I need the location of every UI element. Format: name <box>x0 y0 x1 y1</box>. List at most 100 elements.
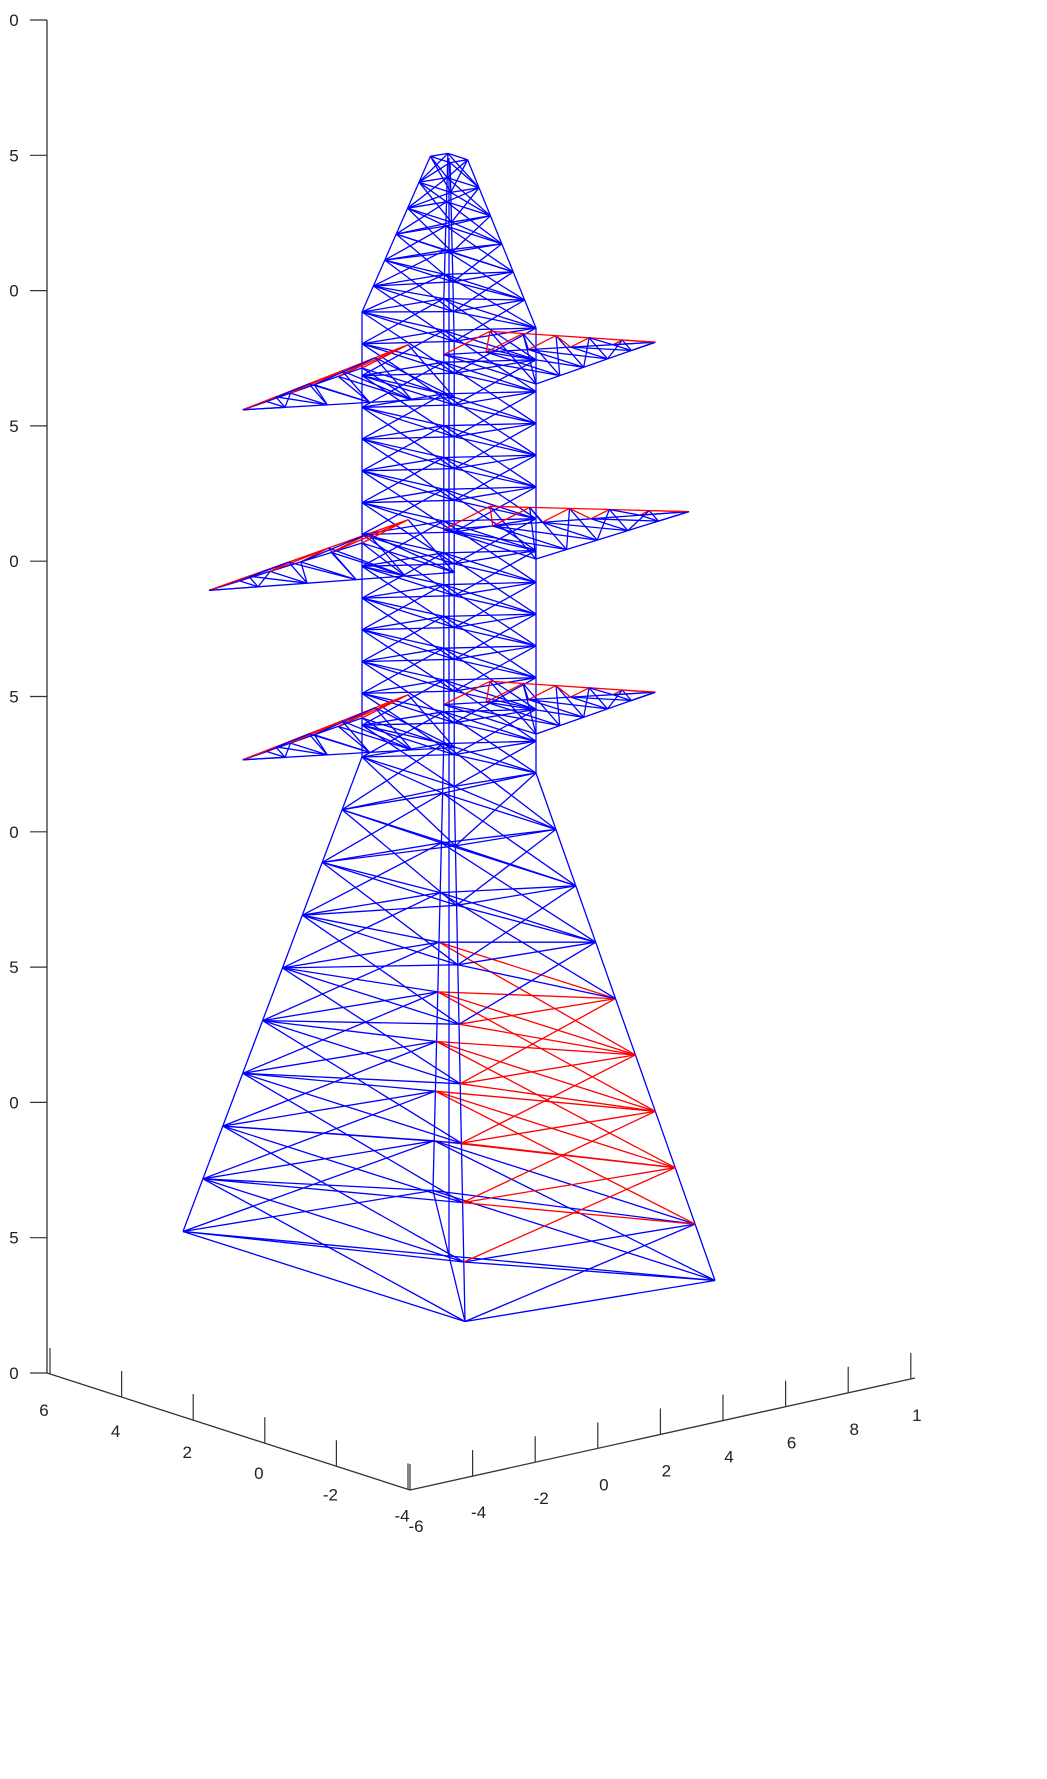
z-tick-label: 5 <box>9 146 18 165</box>
member <box>276 747 328 755</box>
member <box>450 163 451 193</box>
member <box>447 178 490 216</box>
member <box>556 336 560 376</box>
member <box>556 829 576 885</box>
page: 050505050506420-2-4-6-4-2024681 (() => {… <box>0 0 1047 1779</box>
member <box>396 234 445 250</box>
member <box>454 596 536 614</box>
member <box>447 153 448 177</box>
member <box>556 686 560 726</box>
y-tick-label: 4 <box>111 1422 120 1441</box>
member <box>454 786 556 829</box>
member <box>567 540 598 549</box>
member <box>452 222 453 252</box>
member <box>283 968 438 992</box>
member <box>437 1042 676 1168</box>
y-tick-label: -4 <box>394 1506 409 1525</box>
member <box>362 566 454 595</box>
member <box>408 178 448 209</box>
x-tick-label: 6 <box>787 1434 796 1453</box>
member <box>465 1224 695 1321</box>
member <box>362 598 454 627</box>
member <box>362 503 454 532</box>
member <box>283 965 458 968</box>
member <box>446 202 447 226</box>
member <box>283 942 440 968</box>
member <box>446 226 502 244</box>
member <box>464 1224 695 1262</box>
member <box>451 192 491 215</box>
member <box>576 886 596 942</box>
z-tick-label: 0 <box>9 1364 18 1383</box>
member <box>285 405 327 407</box>
member <box>443 773 536 793</box>
member <box>457 905 596 942</box>
member <box>289 562 357 580</box>
member <box>454 564 536 582</box>
member <box>584 709 608 717</box>
member <box>457 829 556 905</box>
member <box>362 368 454 397</box>
member <box>444 616 536 646</box>
member <box>433 1191 695 1225</box>
member <box>283 968 460 1024</box>
member <box>454 373 536 391</box>
z-tick-label: 0 <box>9 1093 18 1112</box>
member <box>301 534 369 562</box>
member <box>461 1143 675 1168</box>
member <box>449 1256 465 1322</box>
member <box>460 1084 655 1112</box>
member <box>309 734 370 753</box>
member <box>622 340 655 342</box>
member <box>322 862 456 905</box>
x-tick-label: 2 <box>662 1461 671 1480</box>
member <box>373 286 454 341</box>
member <box>464 1262 465 1322</box>
member <box>528 700 607 709</box>
member <box>302 905 456 915</box>
y-tick-label: -2 <box>323 1485 338 1504</box>
member <box>454 628 536 646</box>
member <box>536 773 556 829</box>
member <box>458 886 576 965</box>
member <box>597 531 628 541</box>
member <box>447 202 491 216</box>
member <box>243 992 438 1073</box>
member <box>455 846 575 886</box>
member <box>454 312 537 328</box>
z-tick-label: 0 <box>9 552 18 571</box>
member <box>362 757 454 786</box>
y-tick-label: 0 <box>254 1464 263 1483</box>
member <box>223 1091 436 1126</box>
member <box>459 1024 460 1084</box>
member <box>454 532 536 550</box>
member <box>454 469 536 487</box>
tower-wireframe <box>183 153 715 1321</box>
member <box>285 755 327 757</box>
member <box>362 407 454 437</box>
member <box>560 717 584 725</box>
member <box>465 1281 715 1322</box>
member <box>454 272 514 312</box>
member <box>571 345 613 347</box>
member <box>302 862 322 915</box>
member <box>435 1042 436 1092</box>
x-tick-label: 1 <box>912 1406 921 1425</box>
member <box>263 992 438 1021</box>
member <box>457 905 458 965</box>
member <box>362 439 454 469</box>
member <box>490 506 530 507</box>
member <box>362 471 454 532</box>
member <box>444 553 536 582</box>
member <box>291 721 343 743</box>
member <box>439 942 616 998</box>
member <box>596 942 616 998</box>
member <box>454 312 455 342</box>
member <box>302 915 459 1024</box>
member <box>362 407 454 468</box>
member <box>444 274 445 298</box>
member <box>570 508 591 518</box>
member <box>525 300 536 328</box>
member <box>327 752 369 755</box>
member <box>433 1141 434 1191</box>
